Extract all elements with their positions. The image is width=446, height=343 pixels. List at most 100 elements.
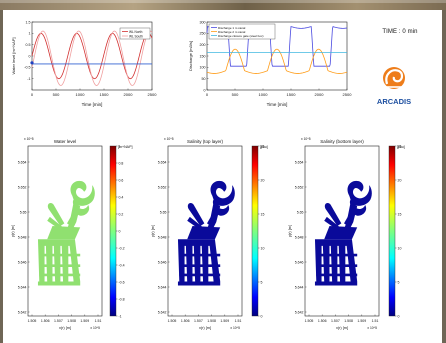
- colorbar-tick-label: 15: [398, 212, 402, 216]
- map-y-tick-label: 5.65: [297, 210, 304, 214]
- map-x-tick-label: 1.506: [41, 319, 50, 323]
- x-tick-label: 1000: [76, 92, 86, 97]
- colorbar-tick-label: -0.8: [119, 297, 125, 301]
- map-y-tick-label: 5.648: [295, 235, 304, 239]
- colorbar-unit: [m+NAP]: [118, 145, 132, 149]
- map-y-exponent: x 10^5: [301, 137, 311, 141]
- map-y-tick-label: 5.654: [158, 160, 167, 164]
- legend-label-wl-south: WL South: [129, 35, 143, 39]
- x-tick-label: 1000: [259, 92, 269, 97]
- map-x-tick-label: 1.505: [168, 319, 177, 323]
- map-x-exponent: x 10^5: [367, 326, 377, 330]
- colorbar-tick-label: -1: [119, 314, 122, 318]
- y-tick-label: 1.5: [26, 20, 31, 24]
- map-x-tick-label: 1.507: [54, 319, 63, 323]
- arcadis-logo-icon: [383, 67, 405, 89]
- colorbar-unit: [psu]: [260, 145, 268, 149]
- y-tick-label: 250: [200, 32, 206, 36]
- arcadis-logo-text: ARCADIS: [376, 97, 412, 106]
- x-tick-label: 2000: [315, 92, 325, 97]
- colorbar-tick-label: 0.8: [119, 161, 124, 165]
- water-level-map: Water level 5.654 5.652 5.65 5.648 5.646 5.644…: [11, 137, 132, 330]
- photo-banner: [0, 0, 446, 10]
- colorbar-tick-label: 20: [261, 178, 265, 182]
- x-tick-label: 2500: [148, 92, 158, 97]
- map-x-tick-label: 1.51: [95, 319, 102, 323]
- time-label: TIME : 0 min: [382, 29, 418, 35]
- legend-label-discharge-1m: Discharge 1 m canal: [218, 26, 246, 30]
- map-y-tick-label: 5.646: [18, 260, 27, 264]
- map-y-tick-label: 5.648: [18, 235, 27, 239]
- map-x-tick-label: 1.508: [344, 319, 353, 323]
- x-tick-label: 1500: [100, 92, 110, 97]
- map-y-exponent: x 10^5: [164, 137, 174, 141]
- map-x-tick-label: 1.505: [305, 319, 314, 323]
- x-tick-label: 0: [206, 92, 209, 97]
- map-title: Water level: [54, 139, 76, 144]
- map-y-tick-label: 5.642: [158, 310, 167, 314]
- map-x-tick-label: 1.509: [357, 319, 366, 323]
- x-tick-label: 2000: [124, 92, 134, 97]
- map-y-exponent: x 10^5: [24, 137, 34, 141]
- x-tick-label: 500: [232, 92, 239, 97]
- colorbar-tick-label: -0.2: [119, 246, 125, 250]
- map-y-tick-label: 5.642: [18, 310, 27, 314]
- map-y-tick-label: 5.648: [158, 235, 167, 239]
- discharge-xlabel: Time [min]: [267, 102, 288, 107]
- x-tick-label: 2500: [343, 92, 353, 97]
- map-y-tick-label: 5.65: [20, 210, 27, 214]
- water-level-ylabel: Water level [m+NAP]: [11, 37, 16, 74]
- left-border: [0, 10, 3, 343]
- map-y-tick-label: 5.652: [295, 185, 304, 189]
- map-y-tick-label: 5.646: [295, 260, 304, 264]
- map-y-tick-label: 5.652: [18, 185, 27, 189]
- legend-label-discharge-2m: Discharge 2 m canal: [218, 30, 246, 34]
- map-title: Salinity (top layer): [187, 139, 224, 144]
- colorbar-tick-label: 0.4: [119, 195, 124, 199]
- map-x-tick-label: 1.506: [181, 319, 190, 323]
- map-ylabel: y(r) [m]: [11, 225, 15, 237]
- colorbar: [251, 145, 259, 317]
- map-ylabel: y(r) [m]: [151, 225, 155, 237]
- y-tick-label: 0.5: [26, 43, 31, 47]
- map-x-tick-label: 1.51: [372, 319, 379, 323]
- map-x-tick-label: 1.508: [207, 319, 216, 323]
- map-x-tick-label: 1.506: [318, 319, 327, 323]
- y-tick-label: 1: [29, 32, 31, 36]
- map-xlabel: x(r) [m]: [199, 326, 211, 330]
- x-tick-label: 500: [53, 92, 60, 97]
- x-tick-label: 1500: [287, 92, 297, 97]
- right-border: [442, 10, 446, 343]
- colorbar-tick-label: 5: [261, 280, 263, 284]
- x-tick-label: 0: [31, 92, 34, 97]
- y-tick-label: 150: [200, 54, 206, 58]
- colorbar-tick-label: 25: [398, 144, 402, 148]
- series-line-1: [31, 30, 153, 86]
- colorbar-tick-label: 15: [261, 212, 265, 216]
- colorbar-tick-label: 25: [261, 144, 265, 148]
- map-x-tick-label: 1.507: [194, 319, 203, 323]
- water-level-legend: WL North WL South: [119, 27, 151, 40]
- map-x-exponent: x 10^5: [230, 326, 240, 330]
- colorbar-tick-label: 0: [261, 314, 263, 318]
- map-x-tick-label: 1.507: [331, 319, 340, 323]
- current-time-marker: [30, 61, 34, 65]
- map-xlabel: x(r) [m]: [336, 326, 348, 330]
- colorbar-tick-label: 20: [398, 178, 402, 182]
- map-y-tick-label: 5.652: [158, 185, 167, 189]
- colorbar: [388, 145, 396, 317]
- y-tick-label: 100: [200, 66, 206, 70]
- colorbar-tick-label: 0.2: [119, 212, 124, 216]
- map-y-tick-label: 5.654: [295, 160, 304, 164]
- colorbar-tick-label: -0.4: [119, 263, 125, 267]
- y-tick-label: 0: [204, 88, 206, 92]
- map-y-tick-label: 5.644: [18, 285, 27, 289]
- map-x-tick-label: 1.51: [235, 319, 242, 323]
- series-line-1: [206, 48, 348, 74]
- y-tick-label: 0: [29, 54, 31, 58]
- map-y-tick-label: 5.65: [160, 210, 167, 214]
- map-x-tick-label: 1.509: [220, 319, 229, 323]
- discharge-ylabel: Discharge [m3/s]: [188, 41, 193, 71]
- discharge-chart: 0 500 1000 1500 2000 2500 050100150200250300 …: [188, 20, 352, 107]
